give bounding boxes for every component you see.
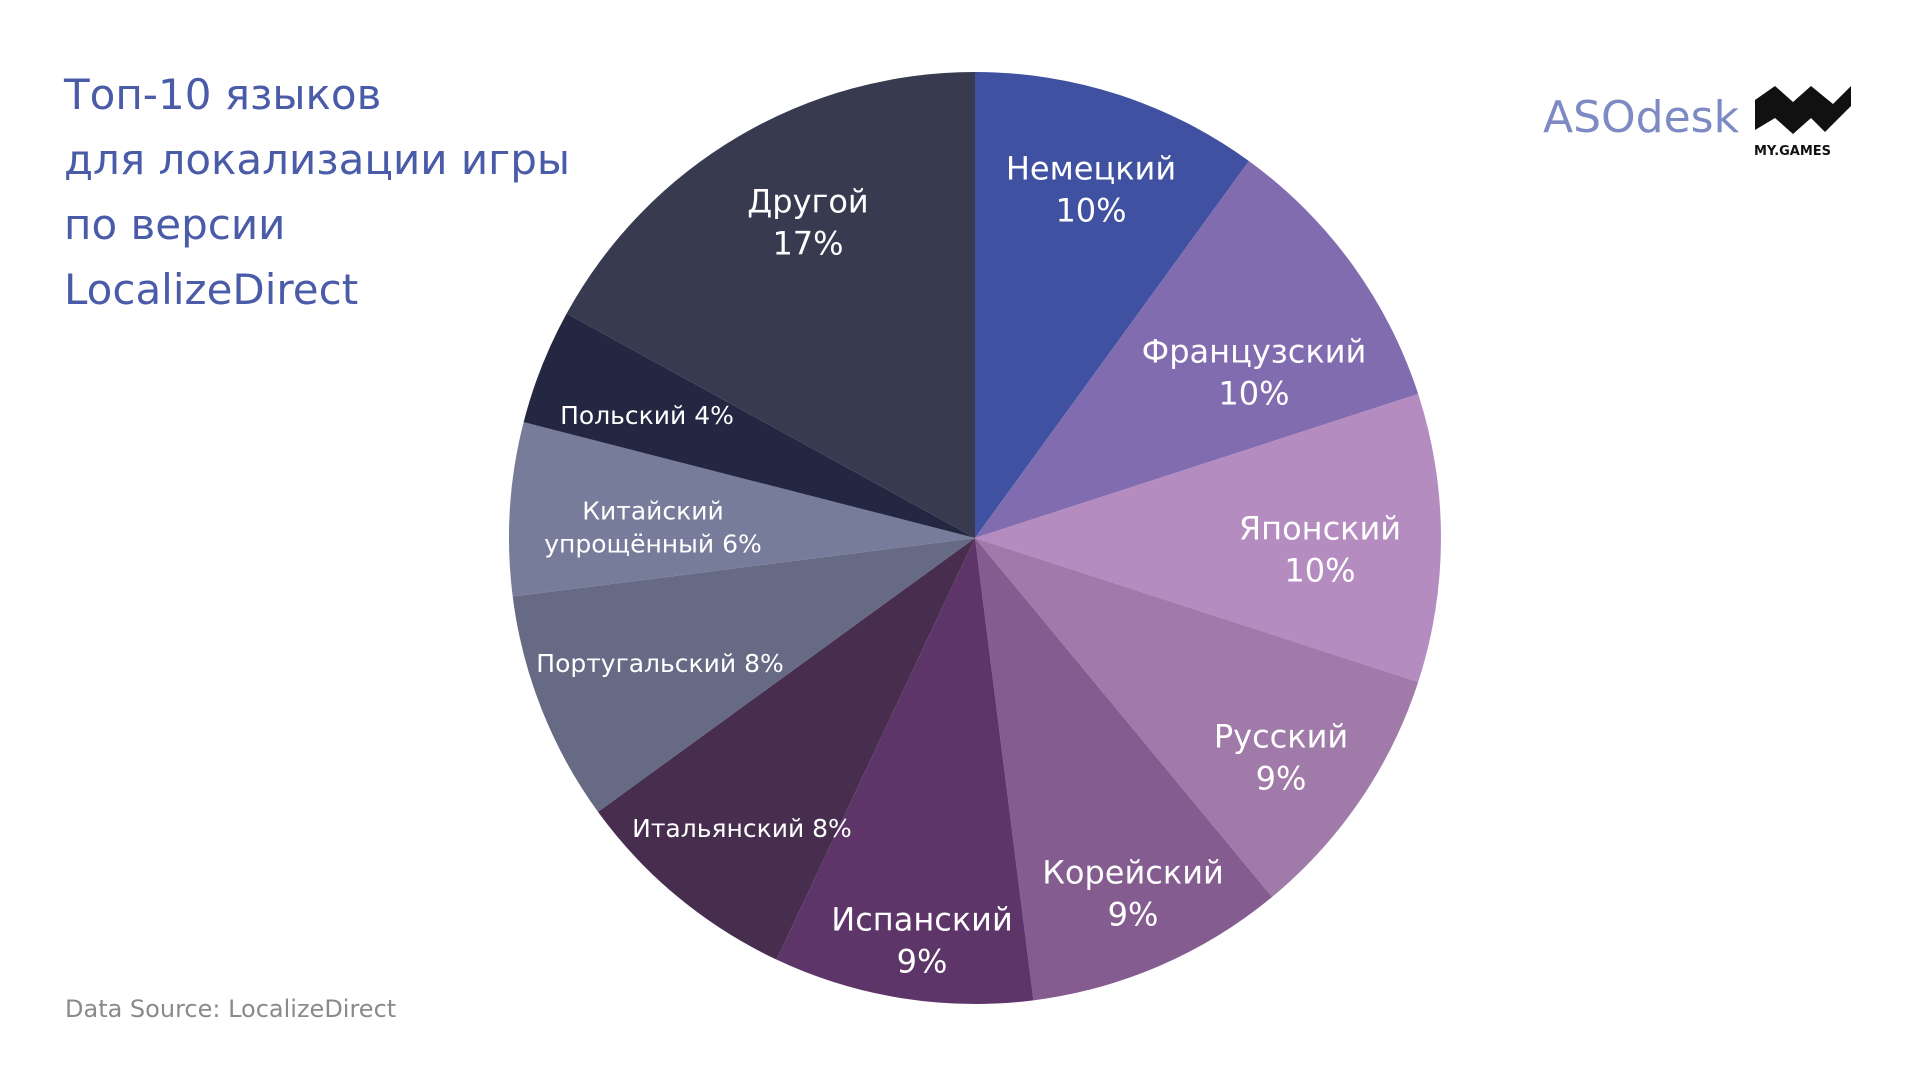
mygames-logo: MY.GAMES bbox=[1754, 144, 1832, 159]
slice-label: Другой 17% bbox=[747, 181, 868, 264]
value-label: 10% bbox=[1055, 191, 1127, 229]
source-note: Data Source: LocalizeDirect bbox=[65, 995, 397, 1023]
value-label: 10% bbox=[1218, 374, 1290, 412]
category-label: Корейский bbox=[1042, 853, 1224, 892]
value-label: 9% bbox=[1107, 895, 1159, 933]
pie-slice bbox=[975, 160, 1419, 538]
value-label: 10% bbox=[1284, 551, 1356, 589]
category-label: Французский bbox=[1141, 332, 1367, 371]
slice-label: Испанский 9% bbox=[831, 899, 1013, 982]
pie-slice bbox=[975, 72, 1249, 538]
pie-slice bbox=[975, 538, 1273, 1001]
pie-slice bbox=[975, 393, 1442, 683]
pie-slice bbox=[523, 313, 975, 538]
category-label: Русский bbox=[1213, 717, 1349, 756]
category-label: Польский bbox=[560, 400, 687, 430]
category-label: Немецкий bbox=[1005, 149, 1177, 188]
slice-label: Русский 9% bbox=[1214, 716, 1348, 799]
pie-slice bbox=[776, 538, 1034, 1004]
pie-slice bbox=[975, 538, 1419, 898]
asodesk-logo: ASOdesk bbox=[1543, 92, 1740, 143]
chart-title: Топ-10 языков для локализации игры по ве… bbox=[64, 70, 571, 314]
value-label: 4% bbox=[694, 400, 734, 430]
category-label: Итальянский bbox=[632, 813, 805, 843]
category-label: Китайский упрощённый bbox=[544, 496, 724, 559]
slice-label: Корейский 9% bbox=[1042, 852, 1224, 935]
value-label: 8% bbox=[744, 648, 784, 678]
pie-slice bbox=[566, 72, 975, 538]
pie-slice bbox=[512, 538, 975, 812]
pie-slice bbox=[597, 538, 975, 960]
category-label: Японский bbox=[1238, 509, 1402, 548]
pie-slice bbox=[509, 422, 975, 597]
slice-label: Немецкий 10% bbox=[1006, 148, 1176, 231]
category-label: Испанский bbox=[831, 900, 1013, 939]
slice-label: Польский 4% bbox=[560, 400, 734, 433]
slice-label: Французский 10% bbox=[1142, 331, 1367, 414]
slice-label: Японский 10% bbox=[1239, 508, 1401, 591]
value-label: 17% bbox=[772, 224, 844, 262]
category-label: Португальский bbox=[536, 648, 737, 678]
slice-label: Китайский упрощённый 6% bbox=[528, 496, 778, 561]
value-label: 6% bbox=[722, 529, 762, 558]
value-label: 9% bbox=[1255, 759, 1307, 797]
value-label: 8% bbox=[812, 813, 852, 843]
slice-label: Португальский 8% bbox=[536, 648, 783, 681]
mygames-icon bbox=[1755, 86, 1851, 134]
value-label: 9% bbox=[896, 942, 948, 980]
category-label: Другой bbox=[747, 182, 869, 221]
slice-label: Итальянский 8% bbox=[632, 813, 852, 846]
